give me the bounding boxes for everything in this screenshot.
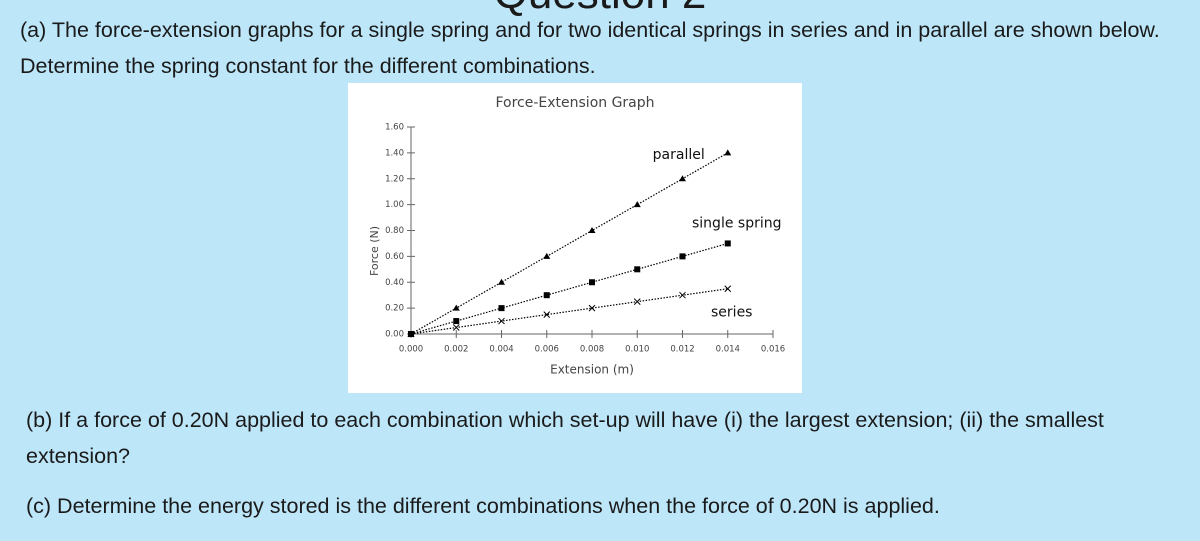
point <box>543 292 550 299</box>
point <box>498 317 505 325</box>
point <box>588 304 596 312</box>
point <box>543 311 551 318</box>
y-tick-label: 1.40 <box>385 148 404 158</box>
point <box>452 324 460 331</box>
chart-title: Force-Extension Graph <box>495 95 654 111</box>
x-tick-label: 0.010 <box>625 345 649 355</box>
x-tick-label: 0.016 <box>761 345 785 355</box>
y-tick-label: 0.20 <box>385 304 404 314</box>
series-line <box>410 242 728 335</box>
y-axis-title: Force (N) <box>368 226 381 276</box>
series-label: parallel <box>653 147 705 163</box>
x-tick-label: 0.006 <box>535 345 559 355</box>
question-c: (c) Determine the energy stored is the d… <box>26 494 940 518</box>
question-a: (a) The force-extension graphs for a sin… <box>20 18 1160 78</box>
y-tick-label: 1.60 <box>385 123 404 133</box>
point <box>453 318 460 325</box>
chart-background <box>348 83 802 393</box>
x-axis-title: Extension (m) <box>550 363 634 377</box>
x-tick-label: 0.014 <box>716 345 740 355</box>
x-tick-label: 0.012 <box>670 345 694 355</box>
series-line <box>410 288 728 335</box>
y-tick-label: 1.20 <box>385 174 404 184</box>
point <box>724 240 731 247</box>
question-b: (b) If a force of 0.20N applied to each … <box>26 408 1104 468</box>
series-label: series <box>711 305 752 321</box>
y-tick-label: 1.00 <box>385 200 404 210</box>
point <box>588 227 596 233</box>
point <box>633 201 641 208</box>
point <box>633 298 641 306</box>
point <box>543 252 551 259</box>
series-label: single spring <box>692 215 781 231</box>
point <box>679 175 686 182</box>
x-tick-label: 0.008 <box>580 345 604 355</box>
x-tick-label: 0.000 <box>399 345 423 355</box>
y-tick-label: 0.80 <box>385 226 404 236</box>
series-line <box>410 152 729 335</box>
point <box>724 149 732 156</box>
y-tick-label: 0.60 <box>385 252 404 262</box>
point <box>452 304 460 311</box>
point <box>679 253 686 260</box>
point <box>724 285 732 293</box>
x-tick-label: 0.002 <box>444 345 468 355</box>
point <box>589 279 595 286</box>
y-tick-label: 0.00 <box>385 330 404 340</box>
point <box>498 278 505 285</box>
point <box>498 305 505 312</box>
y-tick-label: 0.40 <box>385 278 404 288</box>
point <box>679 291 686 299</box>
point <box>407 330 415 338</box>
heading: Question 2 <box>0 0 1200 19</box>
point <box>634 266 641 273</box>
chart: Force-Extension Graph Extension (m) Forc… <box>348 83 802 393</box>
x-tick-label: 0.004 <box>489 345 513 355</box>
